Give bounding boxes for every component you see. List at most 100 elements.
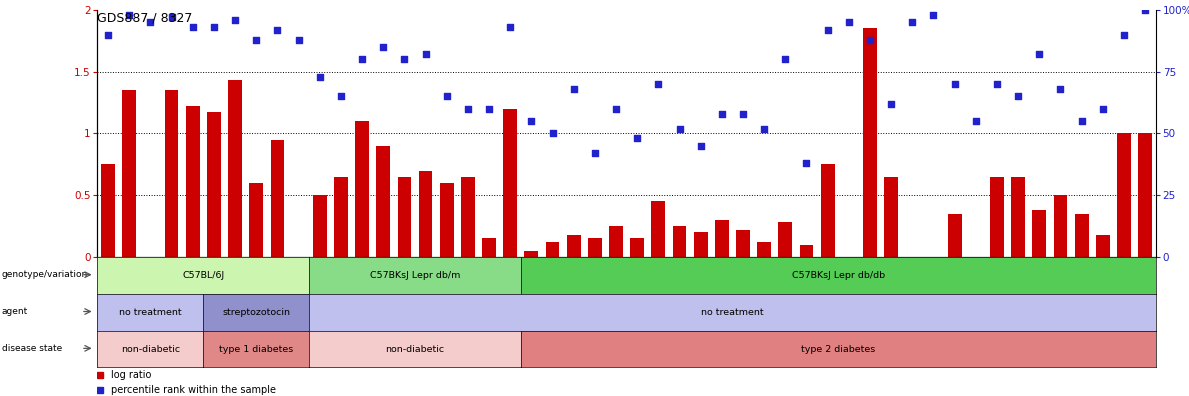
Point	[205, 24, 224, 30]
Bar	[440, 183, 453, 257]
Text: GDS887 / 8327: GDS887 / 8327	[97, 12, 193, 25]
Text: non-diabetic: non-diabetic	[121, 345, 180, 354]
Bar	[483, 238, 496, 257]
Bar	[122, 90, 136, 257]
Bar	[589, 238, 602, 257]
Point	[140, 19, 159, 25]
Bar	[546, 242, 559, 257]
Point	[438, 93, 457, 99]
Bar	[228, 80, 241, 257]
Point	[734, 110, 753, 117]
Point	[395, 56, 414, 63]
Bar	[1032, 210, 1046, 257]
Text: no treatment: no treatment	[702, 308, 763, 317]
Point	[247, 36, 266, 43]
Bar	[609, 226, 623, 257]
Point	[755, 126, 774, 132]
Point	[289, 36, 308, 43]
Bar	[1096, 235, 1109, 257]
Point	[459, 106, 478, 112]
Point	[373, 44, 392, 50]
Text: type 1 diabetes: type 1 diabetes	[219, 345, 294, 354]
Point	[1030, 51, 1049, 57]
Bar	[356, 121, 369, 257]
Point	[818, 27, 837, 33]
Point	[416, 51, 435, 57]
Point	[671, 126, 690, 132]
Point	[987, 81, 1006, 87]
Text: C57BKsJ Lepr db/db: C57BKsJ Lepr db/db	[792, 271, 885, 280]
Point	[1051, 86, 1070, 92]
Text: log ratio: log ratio	[111, 371, 151, 381]
Point	[1008, 93, 1027, 99]
Bar	[630, 238, 644, 257]
Point	[649, 81, 668, 87]
Point	[691, 143, 710, 149]
Point	[775, 56, 794, 63]
Text: C57BL/6J: C57BL/6J	[182, 271, 225, 280]
Point	[628, 135, 647, 141]
Bar	[990, 177, 1004, 257]
Point	[564, 86, 583, 92]
Point	[712, 110, 731, 117]
Bar	[1075, 214, 1088, 257]
Bar	[694, 232, 707, 257]
Bar	[313, 195, 327, 257]
Bar	[524, 251, 539, 257]
Point	[522, 118, 541, 124]
Bar	[1138, 133, 1152, 257]
Bar	[673, 226, 686, 257]
Bar	[207, 112, 221, 257]
Point	[183, 24, 202, 30]
Bar	[101, 164, 115, 257]
Text: percentile rank within the sample: percentile rank within the sample	[111, 385, 276, 395]
Text: non-diabetic: non-diabetic	[385, 345, 445, 354]
Point	[924, 11, 943, 18]
Point	[797, 160, 816, 166]
Bar	[800, 245, 813, 257]
Point	[99, 31, 118, 38]
Point	[606, 106, 625, 112]
Bar	[948, 214, 962, 257]
Bar	[652, 202, 665, 257]
Text: streptozotocin: streptozotocin	[222, 308, 290, 317]
Bar	[397, 177, 411, 257]
Point	[268, 27, 287, 33]
Point	[902, 19, 921, 25]
Point	[310, 73, 329, 80]
Point	[332, 93, 351, 99]
Point	[945, 81, 964, 87]
Bar	[271, 140, 284, 257]
Point	[352, 56, 371, 63]
Point	[1093, 106, 1112, 112]
Text: type 2 diabetes: type 2 diabetes	[801, 345, 875, 354]
Point	[967, 118, 986, 124]
Bar	[250, 183, 263, 257]
Point	[543, 130, 562, 137]
Bar	[165, 90, 178, 257]
Point	[1072, 118, 1092, 124]
Point	[839, 19, 858, 25]
Bar	[779, 223, 792, 257]
Bar	[377, 146, 390, 257]
Point	[1114, 31, 1133, 38]
Point	[479, 106, 498, 112]
Bar	[334, 177, 347, 257]
Text: no treatment: no treatment	[119, 308, 182, 317]
Bar	[185, 106, 200, 257]
Text: C57BKsJ Lepr db/m: C57BKsJ Lepr db/m	[370, 271, 460, 280]
Point	[226, 17, 245, 23]
Bar	[757, 242, 770, 257]
Text: disease state: disease state	[2, 344, 62, 353]
Point	[882, 101, 901, 107]
Text: genotype/variation: genotype/variation	[2, 270, 88, 279]
Point	[1135, 7, 1155, 13]
Point	[162, 14, 181, 21]
Bar	[461, 177, 474, 257]
Point	[120, 11, 139, 18]
Bar	[863, 29, 876, 257]
Point	[585, 150, 604, 156]
Bar	[885, 177, 898, 257]
Bar	[820, 164, 835, 257]
Bar	[567, 235, 580, 257]
